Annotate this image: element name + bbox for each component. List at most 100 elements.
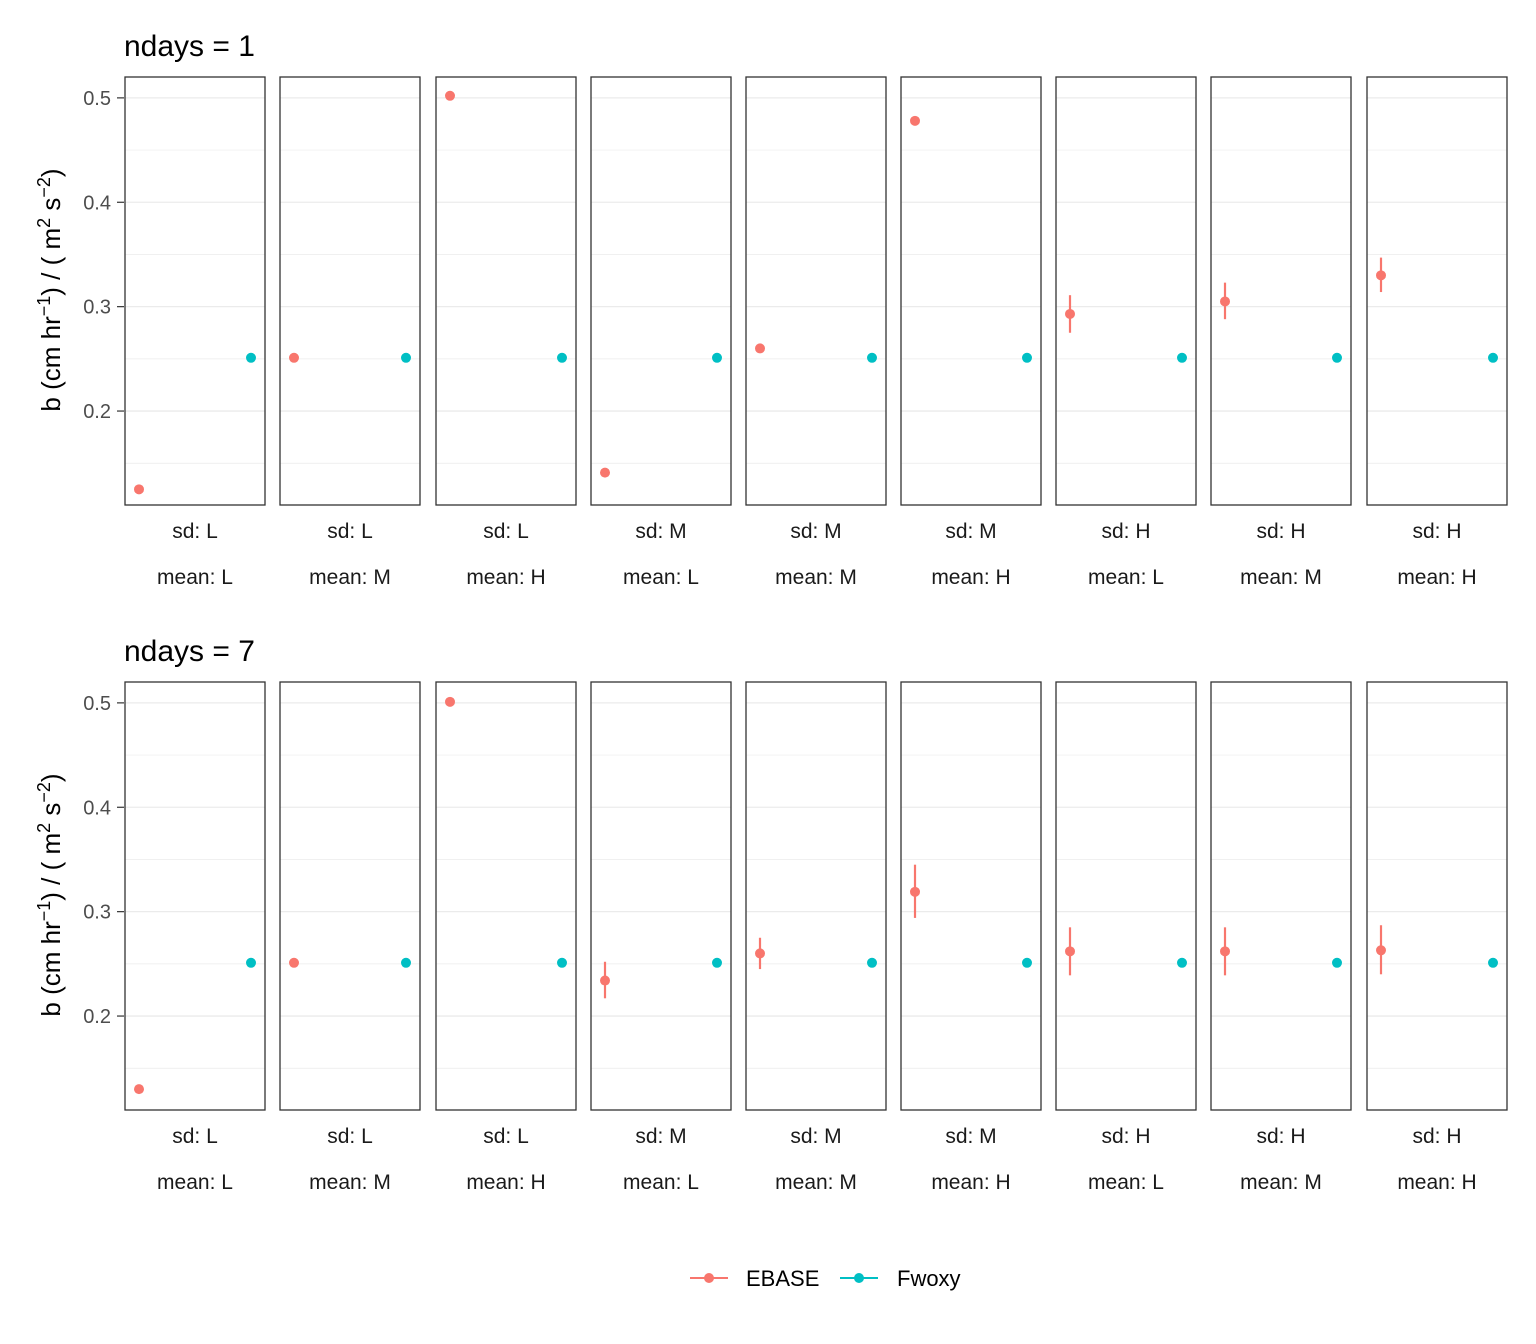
facet-panel: sd: M mean: H xyxy=(900,681,1042,1194)
y-tick-label: 0.5 xyxy=(83,693,111,715)
strip-label-mean: mean: H xyxy=(466,1171,545,1194)
ebase-point xyxy=(134,484,144,495)
y-axis-label-sup: 2 xyxy=(34,823,54,833)
y-axis-label: b (cm hr−1) / ( m2 s−2) xyxy=(34,773,66,1016)
y-axis-label-part: b (cm hr xyxy=(36,921,66,1017)
strip-label-mean: mean: L xyxy=(157,566,233,589)
y-axis-label-part: ) / ( m xyxy=(36,833,66,901)
panel-border xyxy=(1210,681,1352,1111)
ebase-point xyxy=(755,948,765,959)
y-tick-label: 0.2 xyxy=(83,401,111,423)
strip-label-mean: mean: L xyxy=(1088,1171,1164,1194)
strip-label-sd: sd: H xyxy=(1256,1125,1305,1148)
strip-label-sd: sd: H xyxy=(1256,520,1305,543)
facet-panel: sd: M mean: M xyxy=(745,681,887,1194)
fwoxy-point xyxy=(712,352,722,363)
y-axis-label-part: ) / ( m xyxy=(36,228,66,296)
facet-panel: sd: L mean: H xyxy=(435,76,577,589)
y-tick-label: 0.3 xyxy=(83,902,111,924)
fwoxy-point xyxy=(401,352,411,363)
ebase-point xyxy=(1065,308,1075,319)
fwoxy-point xyxy=(1332,957,1342,968)
panel-border xyxy=(435,681,577,1111)
ebase-point xyxy=(600,467,610,478)
fwoxy-point xyxy=(557,957,567,968)
fwoxy-point xyxy=(1022,957,1032,968)
strip-label-sd: sd: M xyxy=(635,1125,686,1148)
facet-panel: sd: M mean: H xyxy=(900,76,1042,589)
panel-border xyxy=(590,681,732,1111)
strip-label-mean: mean: H xyxy=(1397,566,1476,589)
y-axis-label-part: s xyxy=(36,198,66,218)
y-axis-label-sup: −2 xyxy=(34,782,54,803)
strip-label-sd: sd: M xyxy=(790,520,841,543)
strip-label-sd: sd: M xyxy=(635,520,686,543)
facet-panel: sd: M mean: L xyxy=(590,681,732,1194)
facet-panel: sd: L mean: H xyxy=(435,681,577,1194)
strip-label-sd: sd: H xyxy=(1412,520,1461,543)
strip-label-mean: mean: L xyxy=(623,566,699,589)
fwoxy-point xyxy=(401,957,411,968)
strip-label-mean: mean: M xyxy=(775,566,857,589)
strip-label-mean: mean: H xyxy=(931,566,1010,589)
panel-border xyxy=(900,681,1042,1111)
strip-label-mean: mean: L xyxy=(157,1171,233,1194)
ebase-point xyxy=(445,696,455,707)
fwoxy-point xyxy=(1022,352,1032,363)
y-axis-label-part: ) xyxy=(36,168,66,177)
y-tick-label: 0.3 xyxy=(83,297,111,319)
plot-title: ndays = 7 xyxy=(124,635,255,668)
strip-label-mean: mean: H xyxy=(466,566,545,589)
strip-label-sd: sd: M xyxy=(945,520,996,543)
strip-label-sd: sd: L xyxy=(327,520,373,543)
panel-border xyxy=(1366,76,1508,506)
strip-label-mean: mean: M xyxy=(775,1171,857,1194)
strip-label-sd: sd: H xyxy=(1412,1125,1461,1148)
facet-panel: sd: L mean: M xyxy=(279,681,421,1194)
y-axis-label-sup: −1 xyxy=(34,296,54,317)
ebase-point xyxy=(1376,270,1386,281)
ebase-point xyxy=(910,886,920,897)
facet-panel: sd: H mean: L xyxy=(1055,681,1197,1194)
fwoxy-point xyxy=(867,957,877,968)
y-tick-label: 0.5 xyxy=(83,88,111,110)
y-axis-label: b (cm hr−1) / ( m2 s−2) xyxy=(34,168,66,411)
fwoxy-point xyxy=(1177,352,1187,363)
panel-border xyxy=(279,681,421,1111)
fwoxy-point xyxy=(1177,957,1187,968)
facet-panel: sd: H mean: M xyxy=(1210,76,1352,589)
ebase-point xyxy=(1220,296,1230,307)
strip-label-mean: mean: M xyxy=(309,1171,391,1194)
panel-border xyxy=(124,76,266,506)
y-axis-label-sup: −2 xyxy=(34,177,54,198)
panel-border xyxy=(1055,681,1197,1111)
strip-label-mean: mean: M xyxy=(1240,566,1322,589)
panel-border xyxy=(745,76,887,506)
fwoxy-point xyxy=(1488,352,1498,363)
ebase-point xyxy=(1376,945,1386,956)
facet-panel: sd: L mean: L xyxy=(124,76,266,589)
panel-border xyxy=(1055,76,1197,506)
strip-label-mean: mean: H xyxy=(1397,1171,1476,1194)
ebase-point xyxy=(1065,946,1075,957)
facet-panel: sd: L mean: L xyxy=(124,681,266,1194)
facet-panel: sd: H mean: M xyxy=(1210,681,1352,1194)
strip-label-sd: sd: L xyxy=(483,520,529,543)
strip-label-sd: sd: L xyxy=(483,1125,529,1148)
strip-label-sd: sd: H xyxy=(1101,520,1150,543)
strip-label-sd: sd: M xyxy=(790,1125,841,1148)
panel-border xyxy=(1210,76,1352,506)
strip-label-sd: sd: H xyxy=(1101,1125,1150,1148)
facet-panel: sd: M mean: L xyxy=(590,76,732,589)
strip-label-sd: sd: L xyxy=(327,1125,373,1148)
legend-key-point xyxy=(854,1273,864,1283)
ebase-point xyxy=(910,115,920,126)
fwoxy-point xyxy=(1332,352,1342,363)
y-tick-label: 0.4 xyxy=(83,192,111,214)
legend: EBASE Fwoxy xyxy=(690,1266,961,1291)
fwoxy-point xyxy=(246,352,256,363)
legend-label-fwoxy: Fwoxy xyxy=(897,1266,961,1291)
ebase-point xyxy=(755,343,765,354)
strip-label-mean: mean: H xyxy=(931,1171,1010,1194)
